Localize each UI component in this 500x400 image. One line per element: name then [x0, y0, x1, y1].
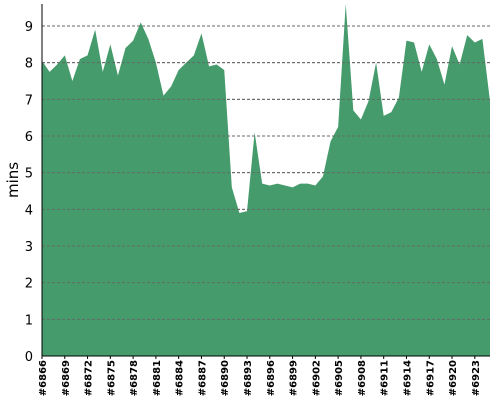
axes: 0 1 2 3 4 5 6 7 8 9 #6866 #6869 #6872 #6875 #6878 #6881…	[25, 4, 490, 396]
y-tick-label: 3	[25, 240, 33, 255]
y-tick-label: 7	[25, 93, 33, 108]
x-tick-label: #6923	[471, 360, 482, 396]
x-tick-label: #6890	[220, 360, 231, 396]
y-tick-label: 5	[25, 167, 33, 182]
x-tick-label: #6878	[129, 360, 140, 396]
x-tick-label: #6902	[311, 360, 322, 396]
x-tick-label: #6872	[84, 360, 95, 396]
x-tick-label: #6908	[357, 360, 368, 396]
y-tick-label: 4	[25, 203, 33, 218]
y-tick-label: 8	[25, 57, 33, 72]
x-tick-label: #6875	[106, 360, 117, 396]
x-tick-label: #6869	[61, 360, 72, 396]
x-tick-label: #6905	[334, 360, 345, 396]
x-tick-label: #6920	[448, 360, 459, 396]
x-tick-label: #6914	[402, 360, 413, 396]
x-tick-label: #6881	[152, 360, 163, 396]
x-tick-label: #6911	[380, 360, 391, 396]
x-tick-label: #6887	[197, 360, 208, 396]
y-tick-label: 9	[25, 20, 33, 35]
y-tick-label: 1	[25, 313, 33, 328]
x-tick-label: #6899	[289, 360, 300, 396]
x-tick-label: #6896	[266, 360, 277, 396]
x-tick-label: #6893	[243, 360, 254, 396]
x-tick-label: #6866	[38, 360, 49, 396]
y-tick-label: 2	[25, 277, 33, 292]
x-tick-label: #6917	[425, 360, 436, 396]
area-fill	[42, 4, 490, 356]
area-series	[42, 4, 490, 356]
y-tick-label: 6	[25, 130, 33, 145]
y-tick-label: 0	[25, 350, 33, 365]
x-tick-label: #6884	[175, 360, 186, 396]
y-axis-label: mins	[4, 162, 22, 198]
